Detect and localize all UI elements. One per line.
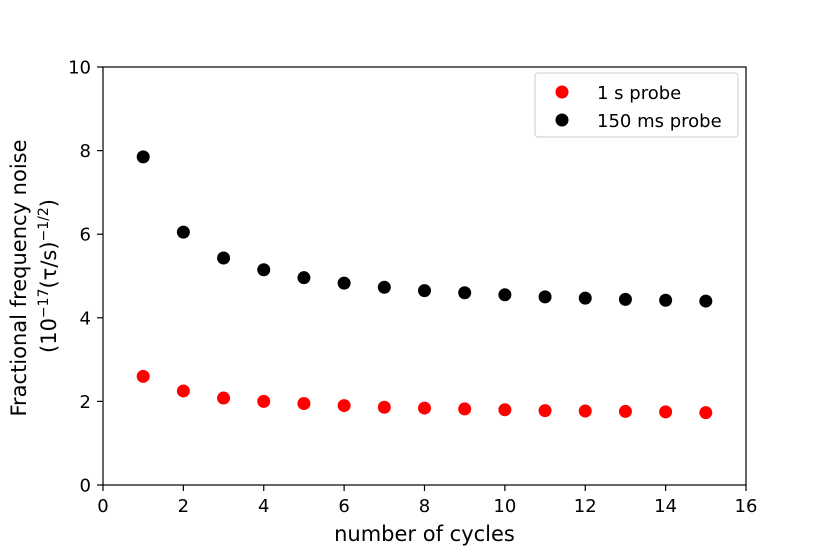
data-point-1s-probe xyxy=(699,406,713,420)
data-point-150ms-probe xyxy=(618,292,632,306)
x-tick-label: 14 xyxy=(654,496,677,517)
data-point-150ms-probe xyxy=(136,150,150,164)
data-point-1s-probe xyxy=(498,403,512,417)
data-point-1s-probe xyxy=(418,401,431,415)
y-tick-label: 0 xyxy=(80,476,91,497)
x-tick-label: 4 xyxy=(258,496,269,517)
x-tick-label: 12 xyxy=(574,496,597,517)
legend-label-1s-probe: 1 s probe xyxy=(597,83,681,104)
data-point-1s-probe xyxy=(578,404,592,418)
y-tick-label: 4 xyxy=(80,308,91,329)
data-point-150ms-probe xyxy=(337,276,351,290)
data-points xyxy=(136,150,713,420)
data-point-1s-probe xyxy=(217,391,231,405)
data-point-150ms-probe xyxy=(498,288,512,302)
data-point-1s-probe xyxy=(257,394,271,408)
axis-ticks: 0 2 4 6 8 10 12 14 16 0 2 4 6 8 10 xyxy=(68,58,757,518)
data-point-150ms-probe xyxy=(297,271,311,285)
y-tick-label: 8 xyxy=(80,141,91,162)
data-point-150ms-probe xyxy=(699,294,713,308)
data-point-150ms-probe xyxy=(578,291,592,305)
x-tick-label: 0 xyxy=(97,496,108,517)
data-point-1s-probe xyxy=(458,402,472,416)
x-tick-label: 6 xyxy=(338,496,349,517)
legend-label-150ms-probe: 150 ms probe xyxy=(597,111,722,132)
data-point-150ms-probe xyxy=(377,280,391,294)
legend-marker-1s-probe xyxy=(555,85,569,99)
x-tick-label: 16 xyxy=(735,496,758,517)
data-point-150ms-probe xyxy=(176,225,190,239)
x-tick-label: 10 xyxy=(493,496,516,517)
y-tick-label: 6 xyxy=(80,225,91,246)
x-tick-label: 8 xyxy=(419,496,430,517)
legend: 1 s probe 150 ms probe xyxy=(534,72,739,138)
data-point-1s-probe xyxy=(297,396,311,410)
data-point-1s-probe xyxy=(659,405,673,419)
data-point-1s-probe xyxy=(538,404,552,418)
data-point-1s-probe xyxy=(377,400,391,414)
data-point-150ms-probe xyxy=(217,251,231,265)
legend-marker-150ms-probe xyxy=(555,113,569,127)
legend-frame xyxy=(534,72,739,138)
data-point-150ms-probe xyxy=(458,286,472,300)
data-point-150ms-probe xyxy=(538,290,552,304)
data-point-150ms-probe xyxy=(659,293,673,307)
x-tick-label: 2 xyxy=(178,496,189,517)
data-point-1s-probe xyxy=(337,399,351,413)
x-axis-label: number of cycles xyxy=(334,522,515,546)
data-point-150ms-probe xyxy=(257,263,271,277)
data-point-1s-probe xyxy=(136,369,150,383)
y-tick-label: 2 xyxy=(80,392,91,413)
data-point-1s-probe xyxy=(176,384,190,398)
y-axis-label-line1: Fractional frequency noise xyxy=(7,139,31,416)
y-tick-label: 10 xyxy=(68,58,91,79)
data-point-1s-probe xyxy=(618,404,632,418)
data-point-150ms-probe xyxy=(418,284,431,298)
y-axis-label-line2: (10−17(τ/s)−1/2) xyxy=(36,199,61,353)
